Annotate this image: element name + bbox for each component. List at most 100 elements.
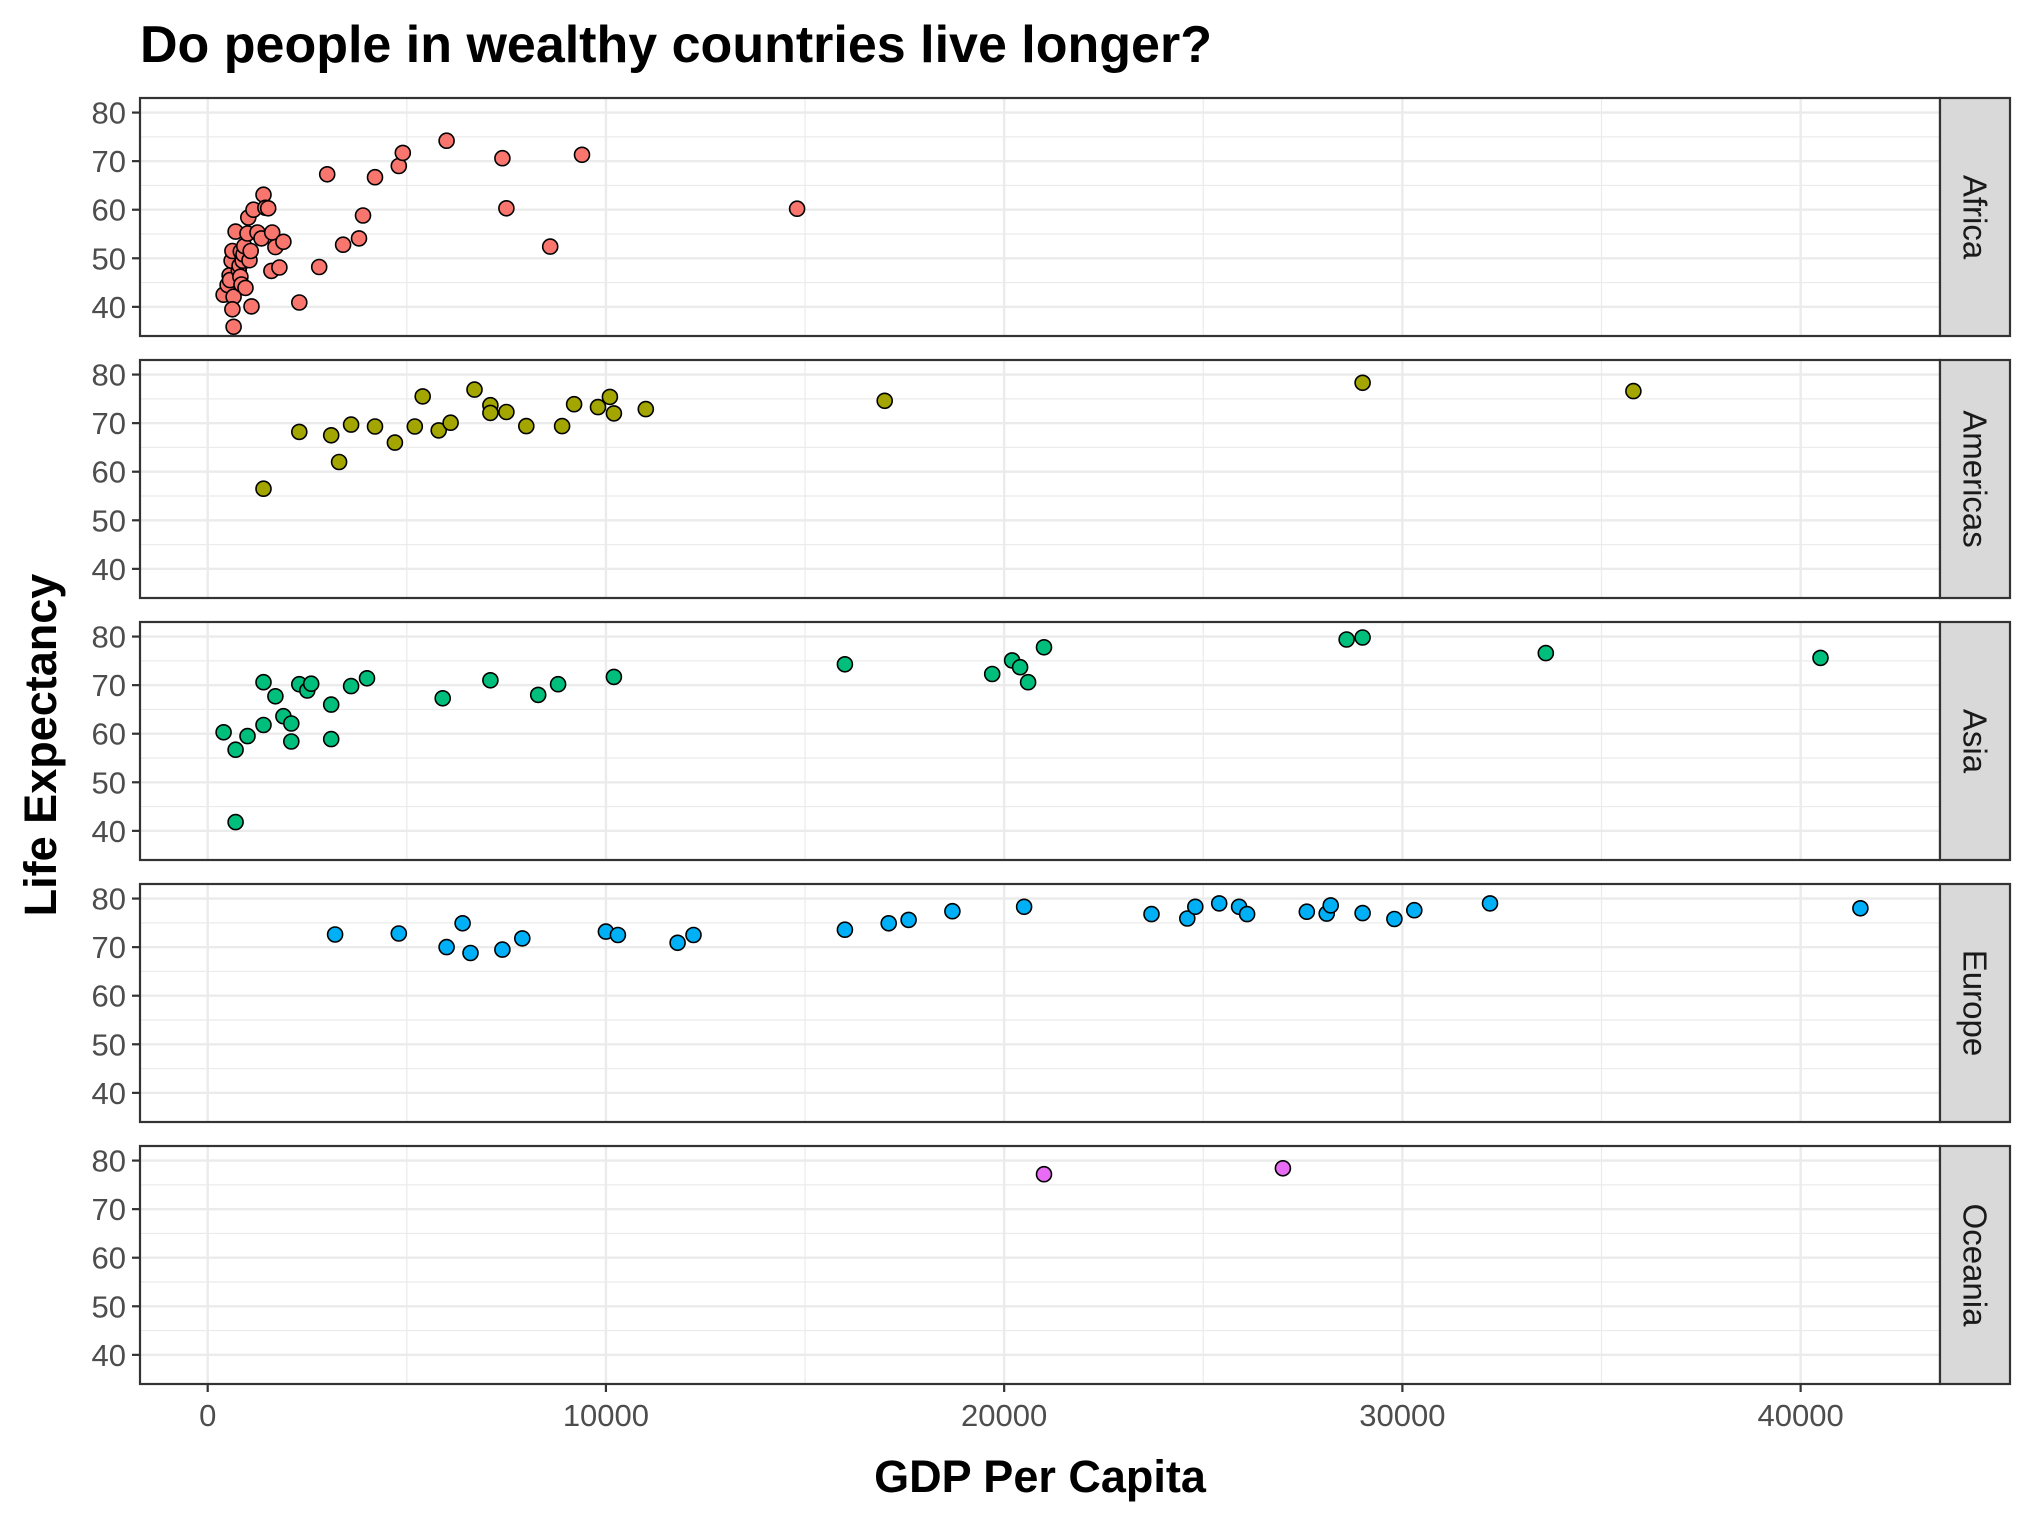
data-point-europe xyxy=(1298,903,1316,921)
data-point-asia xyxy=(1011,658,1029,676)
data-point-europe xyxy=(836,921,854,939)
data-point-americas xyxy=(330,453,348,471)
data-point-africa xyxy=(237,279,254,297)
data-point-africa xyxy=(541,238,559,255)
x-axis: 0 10000 20000 30000 40000 xyxy=(199,1384,1844,1433)
x-axis-title: GDP Per Capita xyxy=(874,1451,1207,1502)
data-point-americas xyxy=(322,426,340,444)
facet-asia: 40 50 60 70 80 Asia xyxy=(92,620,2012,862)
facet-label-europe: Europe xyxy=(1957,950,1994,1056)
data-point-asia xyxy=(605,668,623,686)
y-tick-label: 70 xyxy=(92,930,126,965)
data-point-europe xyxy=(1143,905,1160,923)
data-point-europe xyxy=(1015,898,1033,916)
facet-label-africa: Africa xyxy=(1957,175,1994,260)
data-point-asia xyxy=(322,730,340,748)
facet-label-americas: Americas xyxy=(1957,410,1994,548)
data-point-americas xyxy=(386,434,404,451)
data-point-africa xyxy=(334,236,352,253)
data-point-africa xyxy=(275,233,292,251)
data-point-americas xyxy=(601,388,619,406)
data-point-europe xyxy=(1406,901,1423,919)
data-point-asia xyxy=(529,686,547,704)
data-point-asia xyxy=(255,673,272,691)
data-point-americas xyxy=(430,422,448,439)
data-point-americas xyxy=(482,404,499,422)
data-point-europe xyxy=(880,914,898,932)
data-point-africa xyxy=(318,166,336,183)
data-point-asia xyxy=(1035,638,1053,656)
data-point-europe xyxy=(1481,895,1499,912)
data-point-europe xyxy=(669,934,686,952)
facet-strip xyxy=(1938,620,2012,862)
x-tick-label: 10000 xyxy=(563,1398,649,1433)
data-point-asia xyxy=(255,716,272,734)
data-point-europe xyxy=(494,941,511,958)
data-point-asia xyxy=(215,723,232,741)
y-tick-label: 70 xyxy=(92,144,126,179)
data-point-europe xyxy=(944,902,961,920)
y-tick-label: 60 xyxy=(92,979,126,1014)
panel-background xyxy=(140,360,1940,598)
y-tick-label: 80 xyxy=(92,358,126,393)
x-tick-label: 0 xyxy=(199,1398,216,1433)
data-point-africa xyxy=(498,200,515,217)
data-point-americas xyxy=(406,418,424,435)
facet-label-oceania: Oceania xyxy=(1957,1204,1994,1328)
panel-background xyxy=(140,1146,1940,1384)
y-tick-label: 40 xyxy=(92,552,126,587)
data-point-americas xyxy=(637,400,655,418)
data-point-europe xyxy=(438,938,455,956)
data-point-africa xyxy=(271,259,288,276)
x-tick-label: 30000 xyxy=(1359,1398,1445,1433)
x-tick-label: 20000 xyxy=(961,1398,1047,1433)
data-point-americas xyxy=(605,405,623,422)
data-point-africa xyxy=(224,300,241,318)
data-point-europe xyxy=(390,925,408,942)
data-point-africa xyxy=(310,258,328,276)
data-point-europe xyxy=(900,911,917,929)
data-point-americas xyxy=(498,403,515,421)
data-point-africa xyxy=(243,298,260,315)
y-tick-label: 50 xyxy=(92,1027,126,1062)
data-point-americas xyxy=(589,398,607,416)
chart-title: Do people in wealthy countries live long… xyxy=(140,16,1212,74)
y-tick-label: 50 xyxy=(92,765,126,800)
data-point-africa xyxy=(290,294,308,311)
facet-panels: 40 50 60 70 80 Africa 40 50 60 70 80 Americas 40 50 60… xyxy=(92,96,2012,1386)
data-point-europe xyxy=(1238,905,1256,923)
panel-background xyxy=(140,884,1940,1122)
data-point-americas xyxy=(442,414,459,432)
data-point-asia xyxy=(322,696,340,713)
data-point-africa xyxy=(494,149,511,167)
facet-americas: 40 50 60 70 80 Americas xyxy=(92,358,2012,600)
y-tick-label: 70 xyxy=(92,1192,126,1227)
data-point-asia xyxy=(1354,629,1371,646)
data-point-asia xyxy=(239,727,256,745)
y-tick-label: 70 xyxy=(92,668,126,703)
y-tick-label: 50 xyxy=(92,1289,126,1324)
data-point-asia xyxy=(342,677,360,695)
data-point-europe xyxy=(1852,899,1869,917)
facet-oceania: 40 50 60 70 80 Oceania xyxy=(92,1144,2012,1386)
data-point-europe xyxy=(1386,910,1403,928)
data-point-americas xyxy=(1354,374,1371,392)
y-tick-label: 80 xyxy=(92,1144,126,1179)
data-point-asia xyxy=(983,665,1001,683)
y-tick-label: 40 xyxy=(92,290,126,325)
data-point-europe xyxy=(1187,898,1204,916)
data-point-americas xyxy=(255,480,272,498)
y-tick-label: 80 xyxy=(92,620,126,655)
data-point-asia xyxy=(1338,631,1355,648)
data-point-americas xyxy=(565,395,583,413)
data-point-americas xyxy=(876,392,894,410)
data-point-europe xyxy=(685,926,702,944)
data-point-americas xyxy=(414,388,432,405)
data-point-americas xyxy=(553,417,571,435)
y-tick-label: 40 xyxy=(92,814,126,849)
data-point-asia xyxy=(434,689,452,707)
y-tick-label: 60 xyxy=(92,455,126,490)
data-point-africa xyxy=(259,200,277,217)
data-point-asia xyxy=(836,655,854,673)
facet-label-asia: Asia xyxy=(1957,709,1994,774)
